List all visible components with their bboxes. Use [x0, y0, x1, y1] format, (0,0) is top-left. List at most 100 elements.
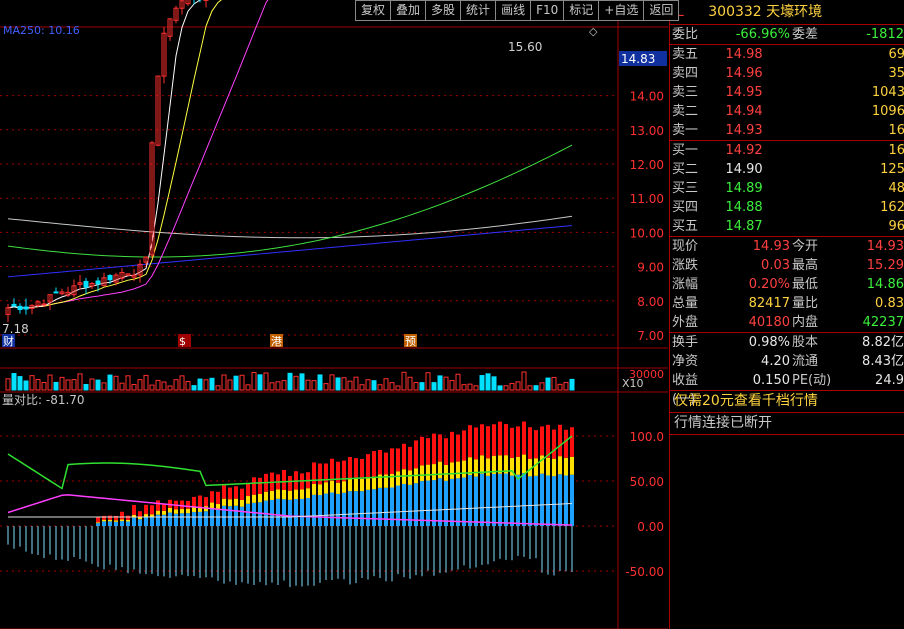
indicator-bar-yellow: [540, 455, 544, 474]
volume-bar: [239, 374, 245, 391]
chart-toolbar: 复权 叠加 多股 统计 画线 F10 标记 +自选 返回: [355, 0, 680, 21]
volume-bar: [563, 381, 569, 391]
volume-bar: [185, 381, 191, 391]
event-marker: 港: [271, 335, 282, 348]
bid-row: 买二 14.90 125: [670, 160, 904, 179]
kline-chart-area[interactable]: 14.00 13.00 12.00 11.00 10.00 9.00 8.00 7.00 MA2…: [0, 0, 680, 629]
volume-bar: [131, 384, 137, 391]
indicator-bar-red: [462, 430, 466, 461]
indicator-bar-red: [468, 425, 472, 458]
volume-bar: [395, 385, 401, 391]
indicator-bar-yellow: [468, 457, 472, 476]
candle-body: [83, 280, 89, 288]
volume-bar: [233, 375, 239, 391]
indicator-bar-yellow: [570, 456, 574, 475]
indicator-bar-yellow: [306, 488, 310, 499]
kline-chart-svg[interactable]: 14.00 13.00 12.00 11.00 10.00 9.00 8.00 7.00 MA2…: [0, 0, 668, 629]
ma10-line: [7, 0, 222, 309]
indicator-bar-red: [498, 421, 502, 456]
volume-bar: [149, 384, 155, 391]
indicator-bar-blue: [330, 492, 334, 526]
bid-label: 买四: [672, 200, 699, 215]
volume-bar: [467, 383, 473, 391]
indicator-bar-red: [480, 424, 484, 456]
indicator-bar-blue: [552, 476, 556, 526]
indicator-bar-red: [126, 515, 130, 520]
indicator-bar-blue: [324, 493, 328, 526]
event-marker: 财: [3, 334, 14, 348]
level2-promo-link[interactable]: 仅需20元查看千档行情: [670, 391, 904, 413]
indicator-bar-red: [504, 424, 508, 456]
ask-row: 卖三 14.95 1043: [670, 83, 904, 102]
ma250-line: [7, 225, 573, 278]
candle-body: [17, 305, 23, 311]
f10-button[interactable]: F10: [531, 0, 565, 21]
stat-value: 8.43亿: [862, 354, 904, 369]
indicator-bar-blue: [408, 484, 412, 526]
volume-bar: [47, 374, 53, 391]
draw-line-button[interactable]: 画线: [496, 0, 532, 21]
indicator-bar-blue: [288, 499, 292, 526]
indicator-bar-yellow: [546, 457, 550, 476]
statistics-button[interactable]: 统计: [461, 0, 497, 21]
indicator-bar-red: [486, 426, 490, 459]
candle-body: [143, 256, 149, 263]
indicator-bar-blue: [390, 487, 394, 526]
indicator-bar-blue: [174, 513, 178, 526]
volume-bar: [197, 378, 203, 391]
indicator-bar-red: [114, 515, 118, 521]
volume-bar: [347, 380, 353, 391]
indicator-bar-red: [474, 427, 478, 460]
volume-tick-label: 30000: [629, 368, 664, 381]
indicator-bar-yellow: [492, 455, 496, 474]
back-button[interactable]: 返回: [644, 0, 680, 21]
volume-bar: [101, 382, 107, 391]
indicator-bar-blue: [366, 489, 370, 526]
volume-bar: [29, 375, 35, 391]
indicator-bar-red: [390, 448, 394, 474]
add-watchlist-button[interactable]: +自选: [599, 0, 645, 21]
indicator-bar-blue: [204, 511, 208, 526]
indicator-bar-blue: [522, 473, 526, 526]
stock-name: 天壕环境: [766, 4, 823, 20]
indicator-bar-yellow: [120, 519, 124, 522]
volume-bar: [437, 375, 443, 391]
bid-volume: 16: [888, 143, 904, 158]
volume-bar: [377, 384, 383, 391]
volume-bar: [431, 382, 437, 391]
stat-value: 0.83: [875, 296, 904, 311]
stat-label: 最低: [792, 277, 819, 292]
stat-label: 流通: [792, 354, 819, 369]
mark-button[interactable]: 标记: [564, 0, 600, 21]
stat-label: 股本: [792, 335, 819, 350]
stat-label: 外盘: [672, 315, 699, 330]
diamond-icon: ◇: [589, 25, 598, 38]
indicator-bar-red: [144, 504, 148, 515]
indicator-bar-red: [288, 475, 292, 491]
indicator-bar-yellow: [510, 457, 514, 476]
bid-price-text: 14.90: [725, 162, 763, 177]
price-tick-label: 12.00: [630, 158, 664, 172]
volume-bar: [317, 374, 323, 391]
indicator-bar-red: [510, 427, 514, 458]
stat-label: 现价: [672, 239, 699, 254]
stat-value: 0.98%: [748, 335, 790, 350]
ask-volume: 69: [888, 47, 904, 62]
overlay-button[interactable]: 叠加: [391, 0, 427, 21]
multi-stock-button[interactable]: 多股: [426, 0, 462, 21]
candle-body: [113, 274, 119, 283]
bid-price-text: 14.92: [725, 143, 763, 158]
indicator-bar-blue: [462, 477, 466, 526]
indicator-bar-blue: [516, 474, 520, 526]
volume-bar: [263, 372, 269, 391]
indicator-bar-blue: [252, 502, 256, 526]
stat-row: 净资 4.20 流通 8.43亿: [670, 352, 904, 371]
ask-price: 14.98: [707, 45, 807, 64]
volume-bar: [515, 381, 521, 391]
indicator-bar-yellow: [528, 459, 532, 477]
stat-value: 14.93: [866, 239, 904, 254]
volume-bar: [125, 375, 131, 391]
stat-value: 0.03: [761, 258, 790, 273]
restore-right-button[interactable]: 复权: [355, 0, 392, 21]
price-tick-label: 10.00: [630, 226, 664, 240]
